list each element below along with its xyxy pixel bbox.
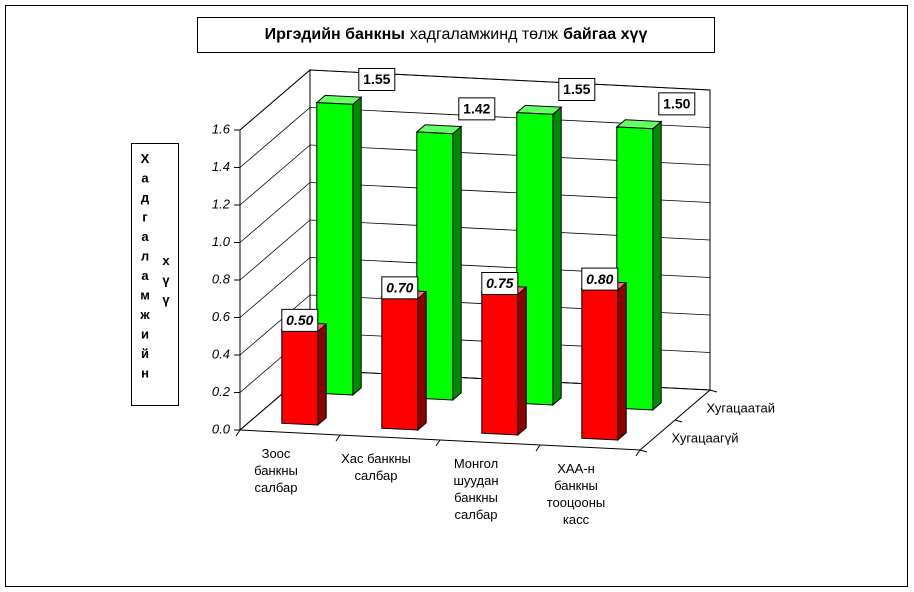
value-label: 0.70 xyxy=(386,280,413,296)
x-tick xyxy=(335,434,341,442)
grid-line xyxy=(239,182,311,243)
bar-side xyxy=(552,106,562,407)
bar-side xyxy=(352,96,362,397)
value-label: 1.55 xyxy=(563,81,590,97)
y-tick-label: 1.4 xyxy=(212,159,230,174)
y-tick-label: 0.2 xyxy=(212,384,231,399)
z-tick xyxy=(709,389,718,393)
x-tick-label: салбар xyxy=(455,507,498,522)
bar xyxy=(480,284,528,437)
x-tick-label: ХАА-н xyxy=(557,461,595,476)
y-axis-label-box xyxy=(131,143,179,406)
series-label: Хугацаагүй xyxy=(672,430,739,445)
grid-line xyxy=(239,69,311,131)
x-tick-label: салбар xyxy=(255,480,298,495)
title-part: хадгаламжинд төлж xyxy=(410,26,558,43)
bar-side xyxy=(652,120,662,412)
value-label-box xyxy=(281,308,319,332)
grid-line xyxy=(239,294,311,356)
grid-line xyxy=(239,144,311,206)
z-tick xyxy=(639,449,648,453)
bar-front xyxy=(581,287,619,441)
x-tick xyxy=(635,449,641,457)
x-tick-label: Хас банкны xyxy=(341,451,411,466)
value-label-box xyxy=(658,92,696,116)
value-label-box xyxy=(381,276,419,300)
value-label-box xyxy=(481,271,519,295)
y-tick-label: 0.8 xyxy=(212,271,231,286)
y-tick-label: 0.4 xyxy=(212,346,230,361)
value-label: 1.50 xyxy=(663,96,690,112)
bar xyxy=(380,289,428,432)
bar-front xyxy=(481,292,519,436)
x-tick-label: шуудан xyxy=(454,473,499,488)
value-label-box xyxy=(358,67,396,91)
bar-side xyxy=(417,290,427,432)
title-box xyxy=(197,17,715,53)
value-label: 0.50 xyxy=(286,312,313,328)
y-tick-label: 1.6 xyxy=(212,121,231,136)
bar-front xyxy=(381,296,419,431)
x-tick-label: салбар xyxy=(355,468,398,483)
bar-side xyxy=(617,281,627,442)
y-tick-label: 0.0 xyxy=(212,421,231,436)
x-tick-label: касс xyxy=(563,512,590,527)
bar-front xyxy=(316,102,354,396)
x-tick-label: Зоос xyxy=(262,446,291,461)
bar xyxy=(580,280,628,442)
value-label-box xyxy=(458,97,496,121)
bar-front xyxy=(281,328,319,426)
x-tick xyxy=(435,439,441,447)
x-tick-label: банкны xyxy=(554,478,598,493)
value-label: 0.75 xyxy=(486,275,513,291)
x-tick xyxy=(535,444,541,452)
bar xyxy=(280,321,328,427)
series-label: Хугацаатай xyxy=(707,400,776,415)
bar xyxy=(315,94,363,397)
value-label: 0.80 xyxy=(586,271,613,287)
x-tick-label: банкны xyxy=(454,490,498,505)
x-tick xyxy=(235,429,241,437)
x-tick-label: Монгол xyxy=(454,456,498,471)
title-part: байгаа хүү xyxy=(563,26,647,43)
bar-side xyxy=(317,322,327,427)
x-tick-label: банкны xyxy=(254,463,298,478)
grid-line xyxy=(239,257,311,318)
bar-side xyxy=(452,125,462,402)
y-tick-label: 1.2 xyxy=(212,196,231,211)
grid-line xyxy=(239,107,311,168)
y-tick-label: 0.6 xyxy=(212,309,231,324)
y-tick-label: 1.0 xyxy=(212,234,231,249)
title-part: Иргэдийн банкны xyxy=(265,26,405,43)
value-label-box xyxy=(581,267,619,291)
z-tick xyxy=(674,419,683,423)
value-label-box xyxy=(558,77,596,101)
value-label: 1.42 xyxy=(463,101,490,117)
x-tick-label: тооцооны xyxy=(547,495,606,510)
bar-side xyxy=(517,286,527,437)
chart-title: Иргэдийн банкны хадгаламжинд төлж байгаа х… xyxy=(265,26,648,43)
value-label: 1.55 xyxy=(363,71,390,87)
grid-line xyxy=(239,219,311,281)
